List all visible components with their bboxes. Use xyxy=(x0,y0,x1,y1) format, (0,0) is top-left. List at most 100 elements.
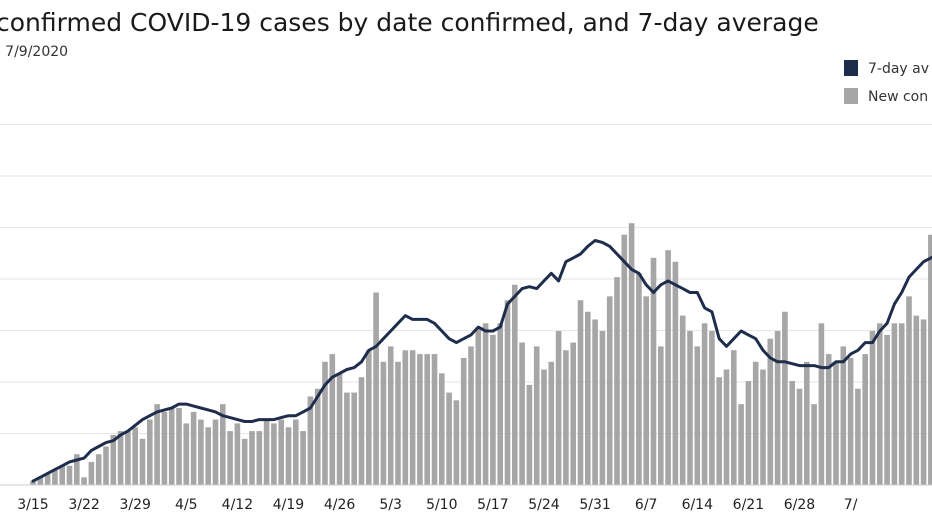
bar xyxy=(840,346,847,485)
bar xyxy=(869,331,876,485)
bar xyxy=(205,427,211,485)
bar xyxy=(59,465,65,485)
bar xyxy=(395,361,401,485)
bar xyxy=(468,346,474,485)
bar xyxy=(117,431,124,485)
bar xyxy=(198,419,204,485)
x-tick-label: 3/15 xyxy=(17,497,48,513)
bar xyxy=(920,319,927,485)
x-tick-label: 3/22 xyxy=(68,497,99,513)
x-tick-label: 6/21 xyxy=(733,497,764,513)
bar xyxy=(548,361,555,485)
bar xyxy=(519,342,525,485)
bar xyxy=(161,411,168,485)
bar xyxy=(716,377,722,485)
bar xyxy=(855,388,861,485)
bar xyxy=(884,334,890,485)
bar xyxy=(833,361,839,485)
bar xyxy=(723,369,730,485)
bar xyxy=(300,431,306,485)
bar xyxy=(271,423,277,485)
bar xyxy=(804,361,810,485)
bar xyxy=(504,300,511,485)
bar xyxy=(453,400,460,485)
bar xyxy=(862,354,868,485)
bar xyxy=(592,319,598,485)
bar xyxy=(606,296,613,485)
bar xyxy=(256,431,263,485)
legend: 7-day av New con xyxy=(844,60,929,105)
bar xyxy=(774,331,781,485)
bar xyxy=(74,454,80,485)
bar xyxy=(701,323,708,485)
bar xyxy=(658,346,664,485)
bar xyxy=(37,477,44,485)
bar xyxy=(767,338,774,485)
bar xyxy=(81,477,87,485)
bar xyxy=(825,354,832,485)
bar xyxy=(446,392,452,485)
bar xyxy=(329,354,336,485)
bar xyxy=(738,404,744,485)
bar xyxy=(439,373,445,485)
bar xyxy=(628,223,635,485)
bar xyxy=(512,284,518,485)
bar xyxy=(847,357,854,485)
bar xyxy=(599,331,606,485)
x-tick-label: 5/24 xyxy=(528,497,560,513)
bar xyxy=(475,327,482,485)
legend-label: 7-day av xyxy=(868,61,929,77)
bar xyxy=(796,388,803,485)
bar xyxy=(745,381,752,485)
bar xyxy=(533,346,540,485)
bar xyxy=(314,388,321,485)
bar xyxy=(344,392,350,485)
bar xyxy=(672,261,679,485)
bar xyxy=(52,469,58,485)
bar xyxy=(249,431,255,485)
bar xyxy=(285,427,292,485)
bar xyxy=(424,354,430,485)
bar xyxy=(132,427,138,485)
bar xyxy=(614,277,620,485)
bar-series xyxy=(30,223,932,485)
legend-swatch xyxy=(844,88,858,104)
bar xyxy=(891,323,898,485)
bar xyxy=(212,419,219,485)
bar xyxy=(497,323,503,485)
bar xyxy=(293,419,299,485)
bar xyxy=(431,354,438,485)
x-tick-label: 4/19 xyxy=(273,497,304,513)
bar xyxy=(88,461,95,485)
bar xyxy=(183,423,190,485)
bar xyxy=(818,323,825,485)
bar xyxy=(190,411,197,485)
bar xyxy=(650,257,657,485)
bar xyxy=(811,404,817,485)
bar xyxy=(526,384,533,485)
bar xyxy=(358,377,365,485)
bar xyxy=(402,350,409,485)
bar xyxy=(555,331,562,485)
chart-subtitle: : 7/9/2020 xyxy=(0,44,69,60)
legend-swatch xyxy=(844,60,858,76)
bar xyxy=(760,369,766,485)
bar xyxy=(570,342,576,485)
bar xyxy=(241,438,248,485)
bar xyxy=(66,465,73,485)
bar xyxy=(366,350,372,485)
bar xyxy=(322,361,328,485)
bar xyxy=(643,296,649,485)
bar xyxy=(234,423,241,485)
bar xyxy=(263,419,270,485)
bar xyxy=(417,354,423,485)
bar xyxy=(731,350,737,485)
line-series xyxy=(31,239,932,483)
bar xyxy=(687,331,693,485)
bar xyxy=(139,438,146,485)
bar xyxy=(387,346,394,485)
bar xyxy=(30,481,36,485)
bar xyxy=(709,331,715,485)
x-tick-label: 6/14 xyxy=(682,497,714,513)
bar xyxy=(906,296,912,485)
